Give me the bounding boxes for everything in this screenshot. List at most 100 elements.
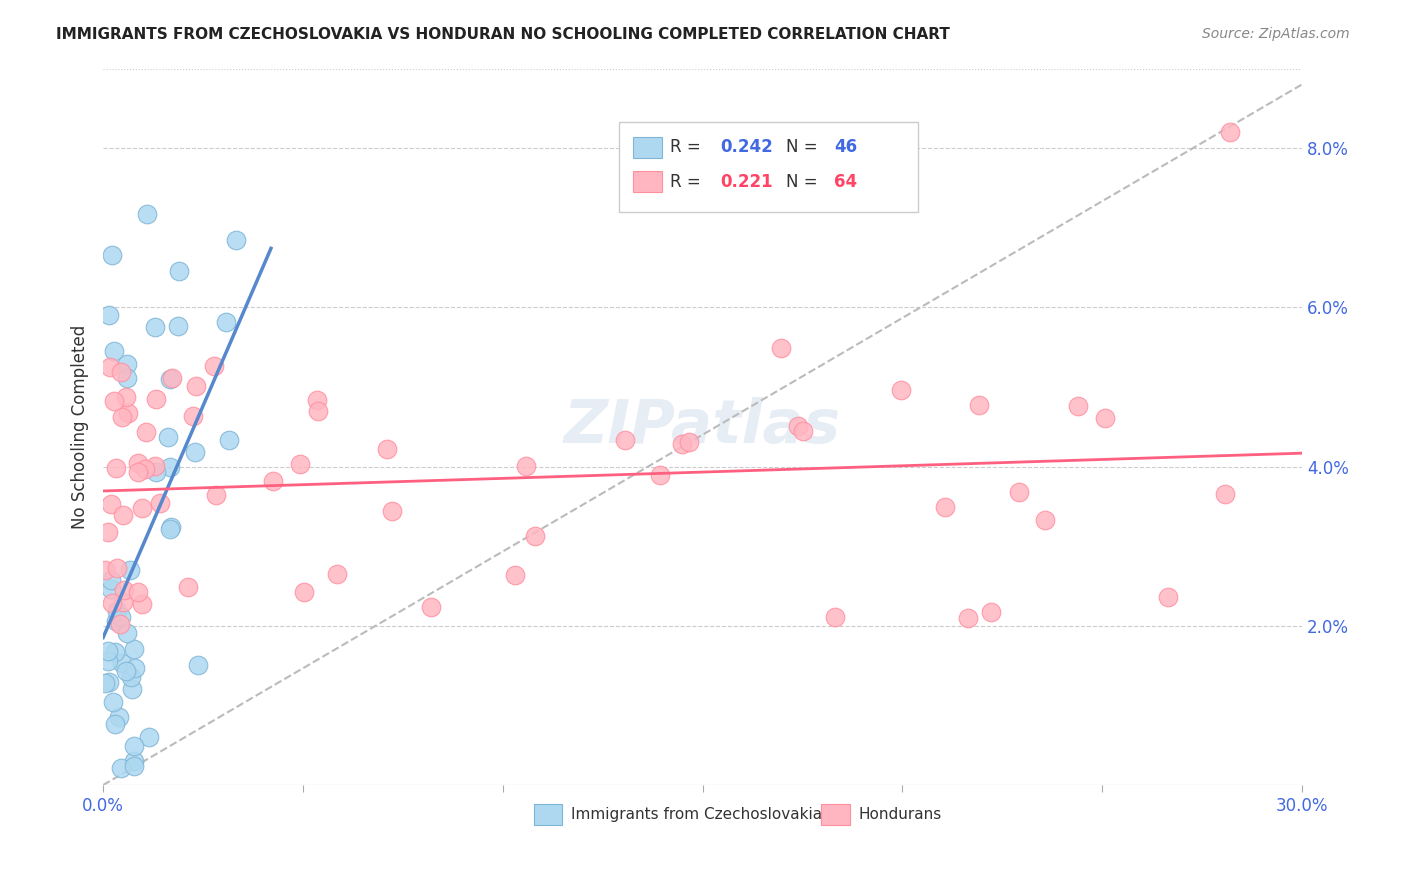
Point — [112, 582, 135, 597]
Point — [770, 341, 793, 355]
Point — [1213, 487, 1236, 501]
Point — [824, 610, 846, 624]
Text: N =: N = — [786, 138, 824, 156]
Point — [104, 717, 127, 731]
Point — [262, 475, 284, 489]
Point — [225, 233, 247, 247]
Text: IMMIGRANTS FROM CZECHOSLOVAKIA VS HONDURAN NO SCHOOLING COMPLETED CORRELATION CH: IMMIGRANTS FROM CZECHOSLOVAKIA VS HONDUR… — [56, 27, 950, 42]
Point — [135, 425, 157, 439]
Point — [143, 320, 166, 334]
Point — [159, 519, 181, 533]
Point — [292, 585, 315, 599]
Text: 64: 64 — [834, 173, 858, 191]
Point — [980, 605, 1002, 619]
Point — [420, 600, 443, 615]
Point — [127, 584, 149, 599]
Point — [117, 406, 139, 420]
FancyBboxPatch shape — [821, 804, 851, 825]
Point — [107, 561, 129, 575]
Point — [114, 664, 136, 678]
Point — [115, 390, 138, 404]
Point — [112, 595, 135, 609]
Point — [145, 392, 167, 406]
Point — [515, 458, 537, 473]
Point — [121, 681, 143, 696]
FancyBboxPatch shape — [619, 122, 918, 211]
Point — [131, 500, 153, 515]
Point — [97, 654, 120, 668]
Point — [136, 206, 159, 220]
Point — [110, 762, 132, 776]
Point — [1094, 411, 1116, 425]
Point — [122, 759, 145, 773]
Point — [1033, 513, 1056, 527]
Point — [934, 500, 956, 515]
Point — [111, 656, 134, 670]
Point — [375, 442, 398, 456]
Text: N =: N = — [786, 173, 824, 191]
FancyBboxPatch shape — [633, 136, 662, 158]
Point — [98, 674, 121, 689]
Point — [108, 710, 131, 724]
Point — [111, 409, 134, 424]
Point — [503, 568, 526, 582]
Point — [678, 434, 700, 449]
Point — [159, 522, 181, 536]
Point — [103, 695, 125, 709]
Point — [94, 563, 117, 577]
Point — [205, 488, 228, 502]
Point — [110, 610, 132, 624]
Point — [105, 614, 128, 628]
Text: 0.242: 0.242 — [720, 138, 773, 156]
Y-axis label: No Schooling Completed: No Schooling Completed — [72, 325, 89, 529]
Point — [124, 642, 146, 657]
Point — [648, 467, 671, 482]
Text: Source: ZipAtlas.com: Source: ZipAtlas.com — [1202, 27, 1350, 41]
Point — [105, 461, 128, 475]
Point — [1067, 399, 1090, 413]
Point — [122, 739, 145, 754]
Point — [167, 318, 190, 333]
Point — [101, 596, 124, 610]
Point — [890, 383, 912, 397]
Point — [325, 566, 347, 581]
Point — [305, 392, 328, 407]
Text: 46: 46 — [834, 138, 858, 156]
Point — [134, 462, 156, 476]
Point — [94, 676, 117, 690]
Point — [1219, 125, 1241, 139]
Point — [100, 573, 122, 587]
Point — [181, 409, 204, 424]
Point — [381, 504, 404, 518]
Point — [1008, 484, 1031, 499]
Point — [105, 604, 128, 618]
Point — [187, 658, 209, 673]
Text: R =: R = — [671, 173, 706, 191]
Point — [169, 264, 191, 278]
Text: ZIPatlas: ZIPatlas — [564, 397, 841, 457]
Point — [117, 626, 139, 640]
Point — [127, 465, 149, 479]
Point — [138, 730, 160, 744]
Point — [108, 616, 131, 631]
Point — [218, 434, 240, 448]
Point — [787, 418, 810, 433]
Point — [120, 669, 142, 683]
Point — [159, 371, 181, 385]
Point — [148, 496, 170, 510]
Point — [184, 445, 207, 459]
Point — [98, 308, 121, 322]
Point — [111, 508, 134, 522]
Point — [524, 529, 547, 543]
Point — [671, 436, 693, 450]
Point — [100, 582, 122, 596]
Point — [131, 597, 153, 611]
Point — [792, 424, 814, 438]
Point — [307, 404, 329, 418]
Point — [1157, 591, 1180, 605]
Point — [110, 365, 132, 379]
Point — [159, 459, 181, 474]
Point — [122, 754, 145, 768]
FancyBboxPatch shape — [533, 804, 562, 825]
Point — [290, 457, 312, 471]
